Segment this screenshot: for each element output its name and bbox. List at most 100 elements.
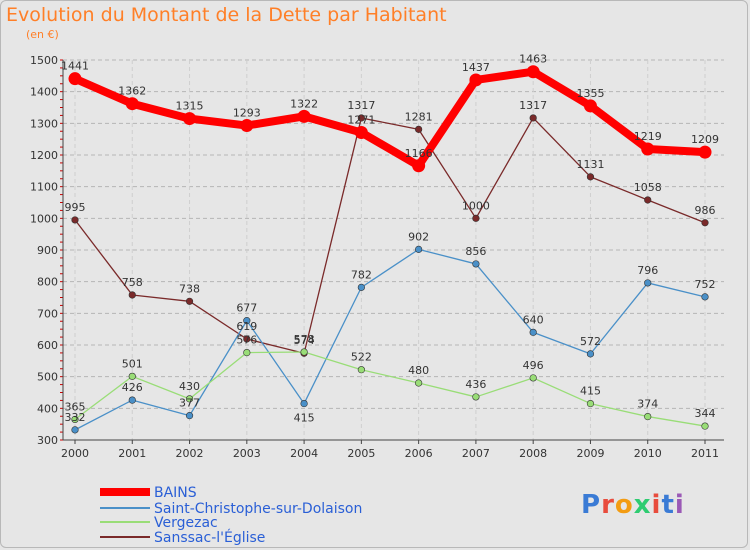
data-label: 856 (465, 245, 486, 258)
data-label: 1219 (634, 130, 662, 143)
data-point (128, 372, 136, 380)
data-label: 738 (179, 282, 200, 295)
x-tick-label: 2008 (519, 447, 547, 460)
y-tick-label: 1100 (30, 181, 58, 194)
data-label: 1281 (405, 110, 433, 123)
legend-label: Sanssac-l'Église (154, 529, 265, 546)
data-point (71, 415, 79, 424)
data-label: 426 (122, 381, 143, 394)
data-label: 1293 (233, 107, 261, 120)
data-point (185, 395, 194, 403)
logo-letter: t (661, 490, 675, 520)
data-label: 1166 (405, 147, 433, 160)
data-label: 377 (179, 397, 200, 410)
y-tick-label: 400 (37, 402, 58, 415)
y-tick-label: 300 (37, 434, 58, 447)
data-label: 752 (695, 278, 716, 291)
legend-label: Vergezac (154, 515, 218, 531)
data-point (415, 379, 423, 387)
data-point (415, 245, 423, 253)
data-point (641, 142, 655, 156)
data-label: 574 (294, 334, 315, 347)
series-vergezac (71, 348, 709, 430)
x-tick-label: 2004 (290, 447, 318, 460)
data-point (300, 399, 308, 408)
data-point (644, 279, 652, 287)
data-point (128, 291, 136, 299)
data-point (644, 196, 652, 204)
x-tick-label: 2002 (176, 447, 204, 460)
data-label: 796 (637, 264, 658, 277)
data-label: 986 (695, 204, 716, 217)
data-label: 572 (580, 335, 601, 348)
data-label: 758 (122, 276, 143, 289)
data-label: 1355 (576, 87, 604, 100)
data-label: 1271 (347, 114, 375, 127)
x-tick-label: 2009 (576, 447, 604, 460)
data-label: 619 (236, 320, 257, 333)
x-tick-label: 2006 (405, 447, 433, 460)
data-point (68, 72, 82, 86)
data-point (354, 126, 368, 140)
data-point (357, 366, 365, 374)
data-point (297, 109, 311, 123)
data-label: 782 (351, 268, 372, 281)
data-point (526, 65, 540, 79)
x-tick-label: 2011 (691, 447, 719, 460)
data-label: 677 (236, 302, 257, 315)
data-label: 1131 (576, 158, 604, 171)
data-point (472, 260, 480, 268)
data-label: 501 (122, 357, 143, 370)
data-point (701, 219, 709, 227)
data-point (185, 412, 194, 420)
x-tick-label: 2005 (347, 447, 375, 460)
data-label: 1209 (691, 133, 719, 146)
data-point (357, 114, 365, 122)
logo-letter: x (633, 490, 652, 520)
data-label: 332 (65, 411, 86, 424)
data-point (125, 97, 139, 111)
data-point (644, 412, 652, 421)
legend-label: BAINS (154, 485, 197, 501)
data-label: 1317 (347, 99, 375, 112)
data-label: 415 (580, 385, 601, 398)
data-label: 902 (408, 230, 429, 243)
data-point (583, 99, 597, 113)
data-label: 1322 (290, 97, 318, 110)
data-point (243, 335, 251, 343)
data-label: 415 (294, 412, 315, 425)
proxiti-logo: Proxiti (581, 490, 685, 520)
x-tick-label: 2001 (118, 447, 146, 460)
series-sanssac-l-glise (71, 114, 709, 357)
data-label: 496 (523, 359, 544, 372)
data-label: 640 (523, 313, 544, 326)
series-line (73, 67, 706, 170)
y-tick-label: 900 (37, 244, 58, 257)
y-tick-label: 600 (37, 339, 58, 352)
y-tick-label: 800 (37, 276, 58, 289)
data-label: 1463 (519, 53, 547, 66)
x-tick-label: 2000 (61, 447, 89, 460)
y-tick-label: 1500 (30, 54, 58, 67)
data-point (243, 317, 251, 325)
data-label: 1441 (61, 60, 89, 73)
data-point (71, 426, 79, 434)
data-label: 430 (179, 380, 200, 393)
logo-letter: P (581, 490, 602, 520)
logo-letter: i (651, 490, 662, 520)
series-bains (68, 65, 712, 173)
x-tick-label: 2010 (634, 447, 662, 460)
y-tick-label: 500 (37, 371, 58, 384)
series-saint-christophe-sur-dolaison (71, 245, 709, 434)
chart-title: Evolution du Montant de la Dette par Hab… (6, 4, 447, 26)
data-point (71, 216, 79, 224)
y-tick-label: 1000 (30, 212, 58, 225)
logo-letter: i (674, 490, 685, 520)
data-label: 995 (65, 201, 86, 214)
data-point (185, 297, 194, 305)
y-tick-label: 700 (37, 307, 58, 320)
y-tick-label: 1300 (30, 117, 58, 130)
data-point (240, 119, 254, 133)
